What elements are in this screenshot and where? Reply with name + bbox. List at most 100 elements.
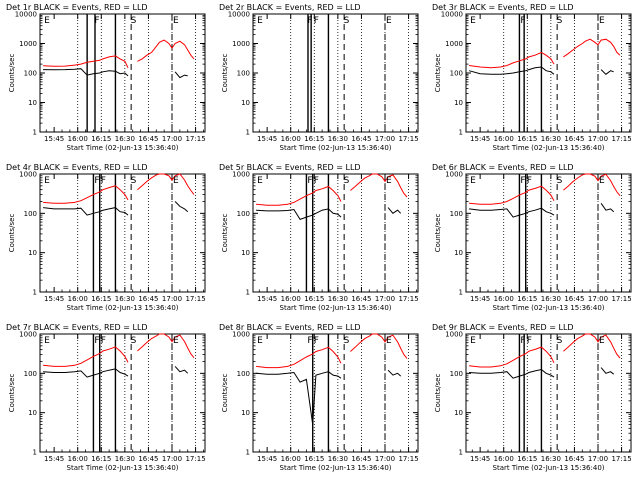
x-tick-label: 16:00 [68,295,88,303]
chart-title: Det 5r BLACK = Events, RED = LLD [219,163,361,172]
x-tick-label: 16:30 [541,135,561,143]
x-tick-label: 15:45 [470,135,490,143]
flag-label: E [44,16,50,26]
y-tick-label: 10 [241,249,250,257]
x-tick-label: 15:45 [44,455,64,463]
flag-label: F [520,336,525,346]
x-tick-label: 17:00 [588,455,608,463]
detector-panel-3: Det 3r BLACK = Events, RED = LLD 1 10 100 10… [426,0,639,160]
y-tick-label: 1 [33,129,37,137]
x-tick-label: 16:15 [517,455,537,463]
y-tick-label: 10 [241,99,250,107]
flag-label: E [386,176,392,186]
x-tick-label: 16:30 [541,455,561,463]
flag-label: E [257,176,263,186]
chart-title: Det 3r BLACK = Events, RED = LLD [432,3,574,12]
x-axis-label: Start Time (02-Jun-13 15:36:40) [67,304,179,312]
plot-frame [39,333,206,453]
x-tick-label: 16:00 [281,135,301,143]
chart-title: Det 4r BLACK = Events, RED = LLD [6,163,148,172]
flag-label: E [470,176,476,186]
flag-label: F [307,16,312,26]
y-tick-label: 100 [24,210,37,218]
x-tick-label: 17:00 [375,455,395,463]
lld-series-line [43,173,195,204]
x-tick-label: 17:00 [588,135,608,143]
x-tick-label: 17:15 [611,135,631,143]
detector-panel-4: Det 4r BLACK = Events, RED = LLD 1 10 100 10… [0,160,213,320]
detector-chart-svg: Det 9r BLACK = Events, RED = LLD 1 10 100 10… [432,323,632,472]
y-tick-label: 1 [33,449,37,457]
detector-panel-5: Det 5r BLACK = Events, RED = LLD 1 10 100 10… [213,160,426,320]
x-axis-label: Start Time (02-Jun-13 15:36:40) [493,144,605,152]
y-tick-label: 10 [28,409,37,417]
detector-chart-svg: Det 3r BLACK = Events, RED = LLD 1 10 100 10… [432,3,632,152]
plot-frame [465,13,632,133]
events-series-line [256,369,402,425]
chart-title: Det 2r BLACK = Events, RED = LLD [219,3,361,12]
x-tick-label: 17:15 [398,295,418,303]
flag-label: E [386,16,392,26]
x-tick-label: 16:30 [328,455,348,463]
flag-label: F [520,16,525,26]
y-tick-label: 1 [33,289,37,297]
x-tick-label: 16:45 [564,455,584,463]
x-axis-label: Start Time (02-Jun-13 15:36:40) [67,144,179,152]
y-tick-label: 10000 [228,11,250,19]
flag-label: E [470,336,476,346]
lld-series-line [43,333,195,367]
y-tick-label: 100 [237,370,250,378]
x-tick-label: 16:00 [281,295,301,303]
x-tick-label: 15:45 [44,135,64,143]
x-tick-label: 16:00 [494,135,514,143]
x-tick-label: 16:30 [115,455,135,463]
flag-label: S [344,336,350,346]
y-tick-label: 100 [450,70,463,78]
flag-label: E [44,336,50,346]
flag-label: S [557,16,563,26]
x-tick-label: 15:45 [257,455,277,463]
events-series-line [43,68,188,79]
x-tick-label: 15:45 [257,295,277,303]
flag-label: F [94,336,99,346]
flag-label: E [599,16,605,26]
x-tick-label: 16:45 [351,135,371,143]
detector-panel-2: Det 2r BLACK = Events, RED = LLD 1 10 100 10… [213,0,426,160]
flag-label: E [470,16,476,26]
flag-label: S [344,176,350,186]
flag-label: F [527,176,532,186]
y-tick-label: 1000 [232,40,250,48]
x-tick-label: 17:00 [162,455,182,463]
detector-chart-svg: Det 4r BLACK = Events, RED = LLD 1 10 100 10… [6,163,206,312]
y-tick-label: 100 [450,210,463,218]
x-tick-label: 16:30 [115,295,135,303]
y-tick-label: 100 [237,70,250,78]
flag-label: F [527,336,532,346]
x-tick-label: 17:15 [611,455,631,463]
chart-title: Det 1r BLACK = Events, RED = LLD [6,3,148,12]
flag-label: E [386,336,392,346]
flag-label: S [131,336,137,346]
flag-label: F [94,176,99,186]
x-tick-label: 16:15 [91,135,111,143]
events-series-line [468,66,614,75]
y-tick-label: 1 [246,129,250,137]
x-tick-label: 16:45 [351,455,371,463]
chart-title: Det 9r BLACK = Events, RED = LLD [432,323,574,332]
x-tick-label: 16:30 [115,135,135,143]
flag-label: F [101,336,106,346]
flag-label: F [101,176,106,186]
y-axis-label: Counts/sec [8,374,16,413]
y-tick-label: 10 [28,249,37,257]
x-axis-label: Start Time (02-Jun-13 15:36:40) [280,464,392,472]
detector-panel-9: Det 9r BLACK = Events, RED = LLD 1 10 100 10… [426,320,639,480]
flag-label: S [131,176,137,186]
flag-label: E [599,176,605,186]
x-tick-label: 16:00 [68,455,88,463]
chart-title: Det 8r BLACK = Events, RED = LLD [219,323,361,332]
y-tick-label: 100 [24,70,37,78]
flag-label: E [257,336,263,346]
x-tick-label: 17:15 [185,135,205,143]
y-tick-label: 10000 [15,11,37,19]
detector-chart-svg: Det 7r BLACK = Events, RED = LLD 1 10 100 10… [6,323,206,472]
